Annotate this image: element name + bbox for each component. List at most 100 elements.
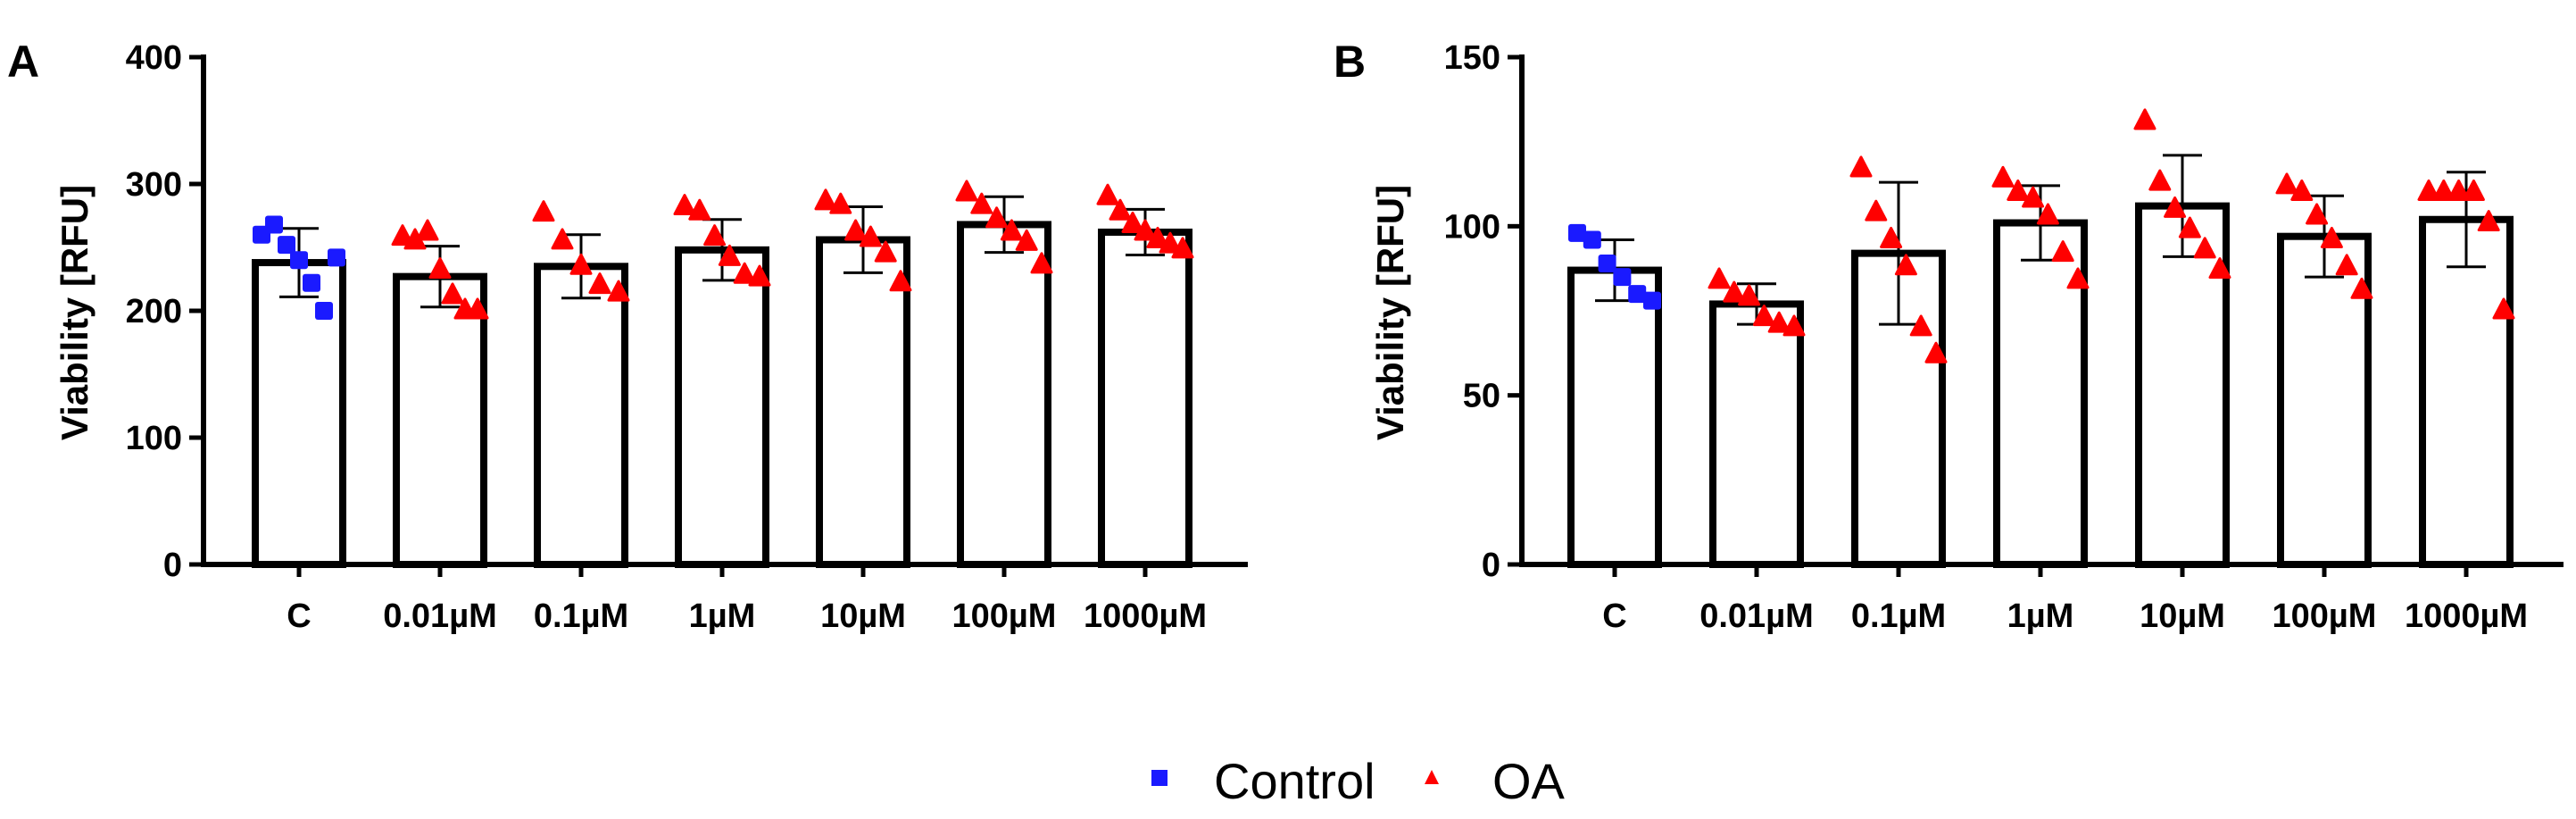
panel-b-y-axis-title: Viability [RFU]	[1369, 185, 1411, 440]
panel-b-x-tick-labels: C 0.01µM 0.1µM 1µM 10µM 100µM 1000µM	[1602, 598, 2528, 635]
panel-b-x-tick-label: C	[1602, 598, 1626, 635]
panel-a-point-1000-m	[1171, 237, 1194, 259]
panel-b-y-tick-label: 150	[1444, 39, 1500, 77]
panel-a-point-c	[278, 236, 295, 255]
panel-a-point-0-1-m	[569, 253, 593, 275]
panel-b-point-c	[1628, 285, 1647, 304]
panel-a-point-1-m	[748, 264, 771, 287]
panel-a-y-tick-label: 300	[126, 166, 182, 204]
panel-a-point-c	[328, 248, 345, 267]
panel-b-point-0-01-m	[1723, 280, 1746, 303]
panel-a-y-tick-label: 400	[126, 39, 182, 77]
panel-a-point-100-m	[1000, 219, 1023, 241]
panel-a-point-0-01-m	[441, 282, 464, 305]
panel-a-point-1000-m	[1109, 198, 1132, 221]
legend-label-oa: OA	[1492, 753, 1566, 809]
panel-b-point-c	[1583, 230, 1601, 249]
panel-a-point-10-m	[889, 270, 912, 292]
panel-a-point-10-m	[814, 188, 837, 211]
panel-b-x-tick-label: 100µM	[2273, 598, 2377, 635]
panel-a-x-tick-label: 0.01µM	[383, 598, 497, 635]
panel-a-point-0-1-m	[532, 200, 555, 222]
panel-b-bars	[1567, 202, 2514, 568]
panel-a-y-tick-label: 100	[126, 420, 182, 457]
legend-label-control: Control	[1214, 753, 1375, 809]
panel-b-point-0-1-m	[1924, 341, 1948, 364]
panel-b-point-0-01-m	[1767, 311, 1791, 333]
panel-a-y-tick-label: 200	[126, 293, 182, 330]
panel-b-point-0-1-m	[1909, 314, 1932, 337]
panel-b-point-0-1-m	[1865, 199, 1888, 221]
panel-b-point-1-m	[2022, 186, 2045, 208]
panel-b-x-tick-label: 1µM	[2007, 598, 2074, 635]
panel-a-y-tick-label: 0	[163, 547, 182, 584]
panel-b-point-1-m	[2036, 203, 2059, 225]
panel-b-bar-c	[1567, 266, 1662, 568]
panel-a-point-10-m	[829, 192, 852, 214]
panel-b-point-10-m	[2164, 196, 2187, 218]
panel-b-point-1000-m	[2492, 297, 2515, 320]
panel-a-point-0-01-m	[428, 257, 452, 280]
panel-b-bar-10-m	[2135, 202, 2230, 568]
panel-a-point-100-m	[1015, 229, 1038, 251]
panel-b-point-1000-m	[2417, 179, 2440, 201]
panel-b-letter: B	[1334, 37, 1366, 87]
panel-a-point-1-m	[688, 198, 711, 221]
legend-square-marker	[1151, 770, 1168, 786]
panel-a-bar-0-1-m	[534, 263, 628, 568]
panel-b: B Viability [RFU] 0 50 100 150 C 0.01µM 0.1µM…	[1334, 37, 2564, 635]
panel-a-point-100-m	[1030, 252, 1053, 274]
panel-b-point-c	[1598, 254, 1616, 272]
panel-b-x-tick-label: 1000µM	[2405, 598, 2528, 635]
panel-a-y-axis-title: Viability [RFU]	[54, 185, 96, 440]
panel-b-point-1-m	[2051, 240, 2074, 263]
panel-a-x-tick-label: 1µM	[689, 598, 756, 635]
panel-b-point-100-m	[2290, 179, 2314, 201]
panel-a-point-0-01-m	[391, 224, 414, 247]
panel-b-point-100-m	[2350, 277, 2373, 299]
panel-b-point-1000-m	[2432, 179, 2456, 201]
panel-a-point-c	[265, 215, 283, 234]
panel-a-point-1-m	[718, 244, 741, 266]
panel-b-y-tick-labels: 0 50 100 150	[1444, 39, 1500, 584]
legend: Control OA	[1151, 753, 1566, 809]
panel-b-point-0-01-m	[1752, 305, 1775, 327]
panel-b-point-100-m	[2320, 226, 2343, 248]
panel-b-point-10-m	[2178, 216, 2201, 238]
panel-b-point-100-m	[2306, 203, 2329, 225]
panel-a-point-100-m	[985, 206, 1009, 229]
panel-a-letter: A	[7, 37, 39, 87]
panel-b-point-0-01-m	[1738, 284, 1761, 306]
panel-a-axes	[189, 54, 1248, 577]
panel-a: A Viability [RFU] 0 100 200 300 400 C 0.01µM 0…	[7, 37, 1248, 635]
panel-a-point-100-m	[970, 192, 993, 214]
panel-b-bar-0-01-m	[1709, 300, 1804, 568]
panel-b-point-0-1-m	[1849, 155, 1873, 178]
panel-a-point-10-m	[859, 225, 882, 247]
panel-a-point-c	[315, 302, 333, 320]
panel-b-point-c	[1568, 223, 1586, 242]
panel-b-point-100-m	[2335, 254, 2358, 276]
panel-a-point-1-m	[703, 224, 727, 247]
panel-a-data-points	[253, 180, 1194, 320]
panel-a-bar-0-01-m	[393, 272, 487, 568]
panel-b-x-tick-label: 0.1µM	[1851, 598, 1946, 635]
panel-b-point-1000-m	[2447, 179, 2471, 201]
panel-a-point-0-01-m	[466, 297, 489, 320]
panel-a-x-tick-label: 1000µM	[1084, 598, 1207, 635]
panel-b-point-10-m	[2208, 257, 2231, 280]
panel-b-point-0-01-m	[1782, 314, 1806, 337]
panel-a-point-1000-m	[1159, 231, 1182, 254]
panel-b-point-c	[1613, 268, 1632, 287]
panel-b-point-100-m	[2275, 172, 2298, 195]
panel-a-point-1-m	[733, 262, 756, 284]
panel-a-point-100-m	[955, 180, 978, 202]
panel-a-point-0-1-m	[551, 228, 574, 250]
panel-a-point-1000-m	[1146, 226, 1169, 248]
panel-a-point-10-m	[844, 219, 868, 241]
panel-b-bar-1000-m	[2419, 215, 2514, 568]
panel-a-x-tick-label: 10µM	[820, 598, 906, 635]
panel-a-point-c	[290, 251, 308, 270]
panel-a-x-tick-label: 100µM	[952, 598, 1057, 635]
panel-a-point-0-1-m	[588, 272, 611, 295]
